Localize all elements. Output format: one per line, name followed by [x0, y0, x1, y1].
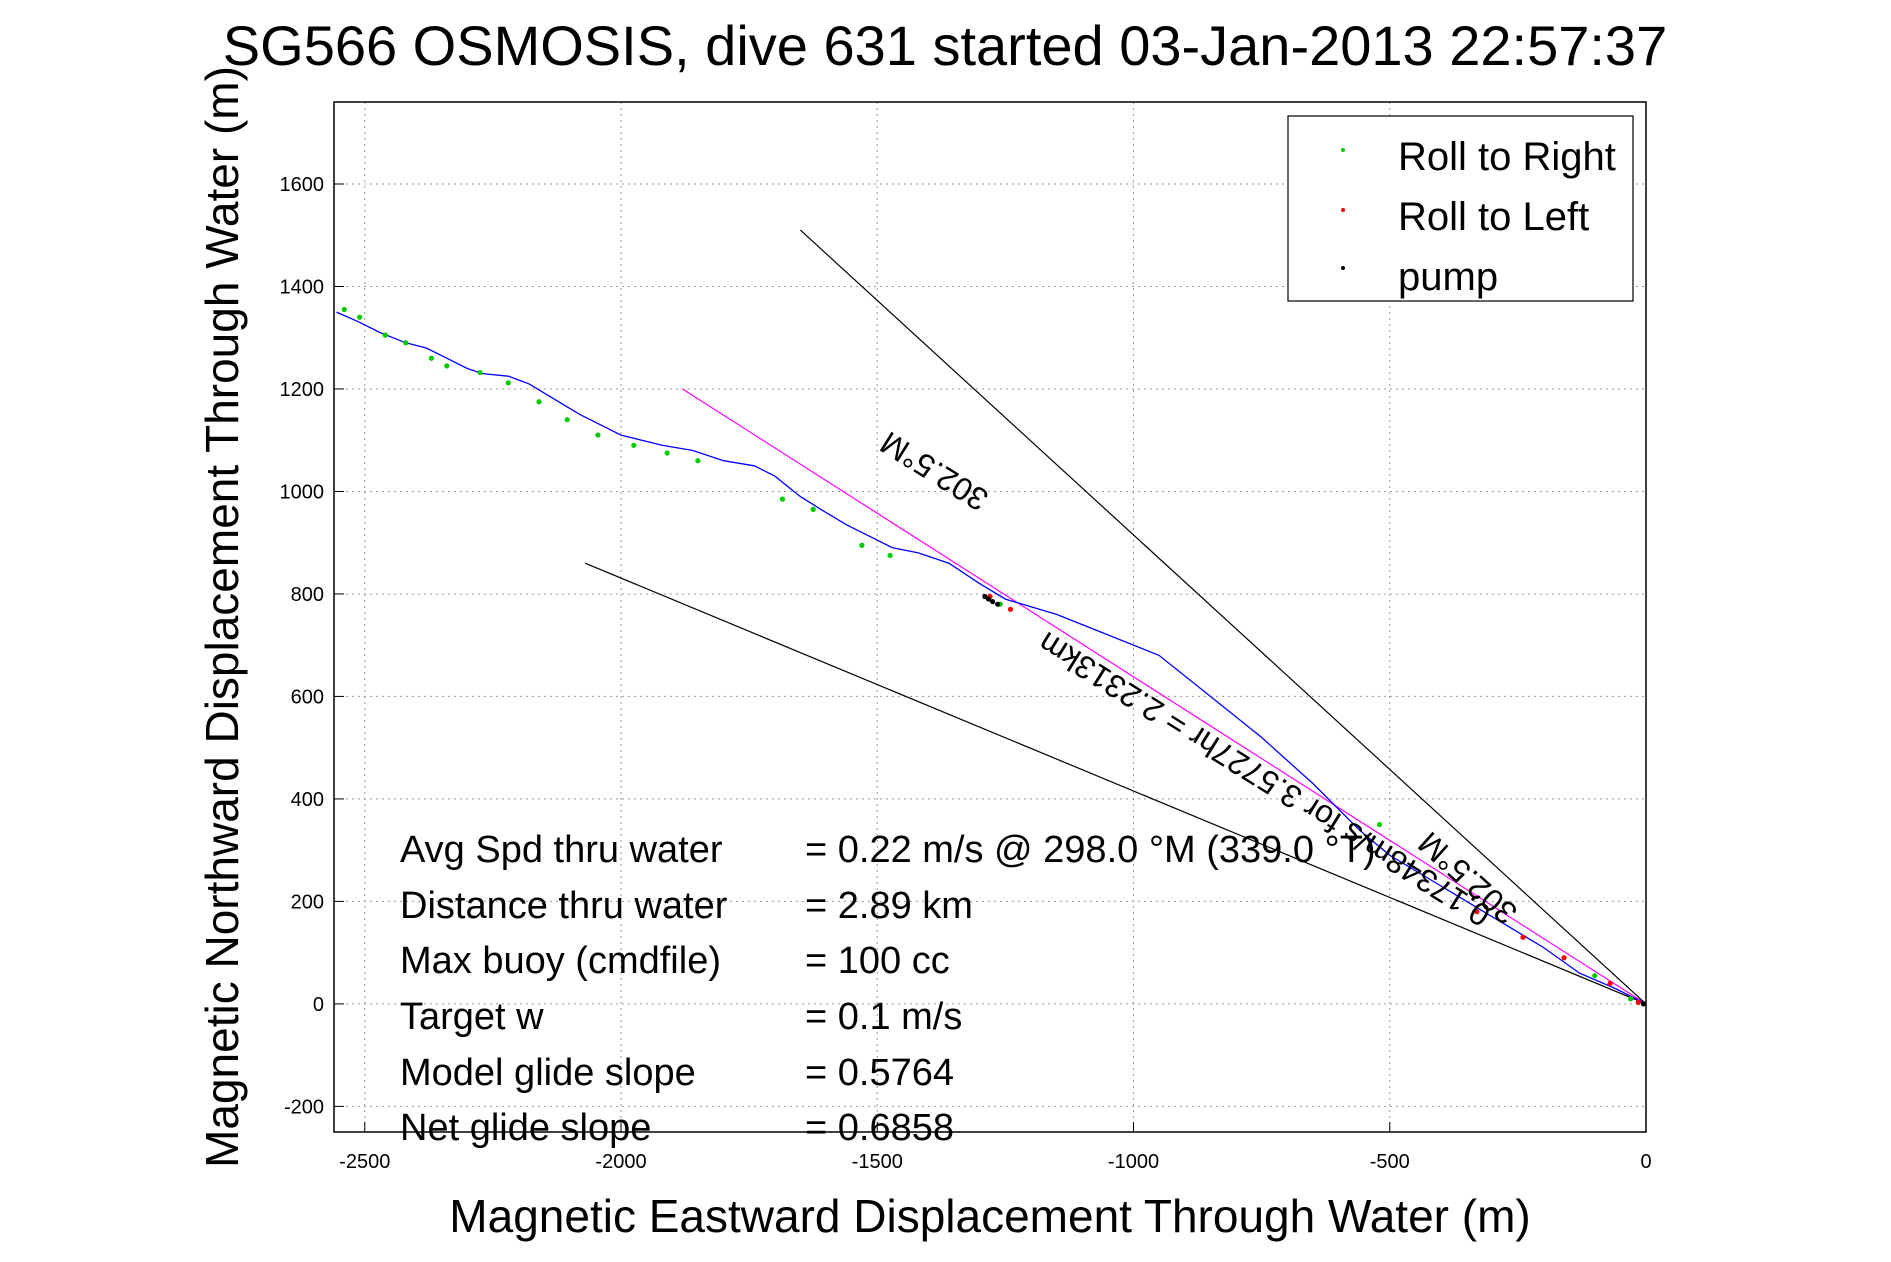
marker-roll-left — [1474, 909, 1480, 915]
y-tick-label: 1000 — [280, 481, 325, 503]
y-axis-label: Magnetic Northward Displacement Through … — [196, 66, 248, 1168]
marker-roll-right — [1592, 973, 1598, 979]
marker-roll-right — [1628, 996, 1634, 1002]
marker-roll-left — [1561, 955, 1567, 961]
x-axis-label: Magnetic Eastward Displacement Through W… — [449, 1190, 1530, 1242]
marker-roll-right — [403, 340, 409, 346]
x-tick-label: 0 — [1640, 1151, 1651, 1173]
x-tick-label: -2000 — [595, 1151, 646, 1173]
legend-marker-pump — [1341, 266, 1345, 270]
stat-value-net-glide: = 0.6858 — [805, 1107, 954, 1149]
stats-block: Avg Spd thru water = 0.22 m/s @ 298.0 °M… — [400, 829, 1376, 1149]
y-tick-label: 200 — [291, 891, 324, 913]
stat-value-distance: = 2.89 km — [805, 885, 973, 927]
marker-roll-right — [664, 450, 670, 456]
y-tick-label: -200 — [284, 1096, 324, 1118]
marker-roll-right — [505, 380, 511, 386]
stat-label-net-glide: Net glide slope — [400, 1107, 651, 1149]
marker-roll-right — [357, 314, 363, 320]
stat-value-max-buoy: = 100 cc — [805, 940, 950, 982]
legend-label-roll-right: Roll to Right — [1398, 135, 1616, 179]
marker-roll-right — [341, 306, 347, 313]
marker-roll-left — [1607, 980, 1613, 986]
marker-pump — [989, 599, 996, 605]
marker-roll-left — [1635, 999, 1641, 1005]
y-tick-label: 800 — [291, 584, 324, 606]
legend-marker-roll-left — [1341, 208, 1345, 212]
heading-annotation-magenta: 302.5°M — [874, 424, 994, 518]
y-tick-label: 1200 — [280, 379, 325, 401]
marker-roll-right — [810, 506, 816, 512]
marker-roll-right — [595, 432, 601, 438]
marker-roll-right — [444, 363, 450, 369]
y-tick-label: 0 — [313, 994, 324, 1016]
plot-frame — [333, 101, 1647, 1133]
marker-roll-right — [477, 369, 483, 376]
stat-label-max-buoy: Max buoy (cmdfile) — [400, 940, 721, 982]
marker-roll-left — [1520, 934, 1526, 940]
marker-roll-right — [859, 542, 865, 548]
marker-roll-right — [695, 458, 701, 464]
stat-value-target-w: = 0.1 m/s — [805, 996, 962, 1038]
marker-roll-right — [779, 496, 786, 502]
stat-label-model-glide: Model glide slope — [400, 1052, 696, 1094]
marker-pump — [982, 593, 988, 600]
stat-label-distance: Distance thru water — [400, 885, 728, 927]
marker-pump — [1640, 1001, 1647, 1007]
y-tick-label: 400 — [291, 789, 324, 811]
reference-line-2 — [584, 562, 1647, 1005]
legend-label-pump: pump — [1398, 255, 1498, 299]
marker-roll-right — [1376, 821, 1383, 828]
stat-value-avg-speed: = 0.22 m/s @ 298.0 °M (339.0 °T) — [805, 829, 1376, 871]
stat-value-model-glide: = 0.5764 — [805, 1052, 954, 1094]
x-tick-label: -1000 — [1108, 1151, 1159, 1173]
marker-roll-right — [564, 417, 570, 423]
reference-lines — [584, 229, 1647, 1005]
x-tick-label: -1500 — [852, 1151, 903, 1173]
marker-pump — [995, 601, 1001, 607]
reference-line-1 — [799, 229, 1647, 1005]
legend: Roll to Right Roll to Left pump — [1287, 115, 1634, 302]
y-tick-label: 1400 — [280, 276, 325, 298]
marker-roll-right — [887, 552, 893, 559]
marker-roll-left — [1007, 606, 1014, 612]
marker-pump — [985, 596, 992, 602]
marker-roll-right — [536, 399, 542, 405]
y-tick-label: 1600 — [280, 174, 325, 196]
x-tick-label: -2500 — [339, 1151, 390, 1173]
speed-annotation: 0.17348m/s for 3.5727hr = 2.2313km — [1032, 625, 1497, 934]
marker-roll-right — [428, 355, 434, 361]
y-tick-label: 600 — [291, 686, 324, 708]
x-axis-ticks: -2500 -2000 -1500 -1000 -500 0 — [339, 1122, 1652, 1173]
stat-label-target-w: Target w — [400, 996, 544, 1038]
marker-roll-right — [382, 332, 388, 338]
chart-title: SG566 OSMOSIS, dive 631 started 03-Jan-2… — [223, 14, 1667, 77]
y-axis-ticks: -200 0 200 400 600 800 1000 1200 1400 1600 — [280, 174, 344, 1118]
legend-marker-roll-right — [1341, 148, 1345, 152]
reference-line-0 — [682, 388, 1647, 1005]
marker-roll-right — [631, 442, 637, 448]
x-tick-label: -500 — [1370, 1151, 1410, 1173]
legend-label-roll-left: Roll to Left — [1398, 195, 1589, 239]
stat-label-avg-speed: Avg Spd thru water — [400, 829, 723, 871]
legend-box — [1287, 115, 1634, 302]
markers — [341, 306, 1647, 1007]
